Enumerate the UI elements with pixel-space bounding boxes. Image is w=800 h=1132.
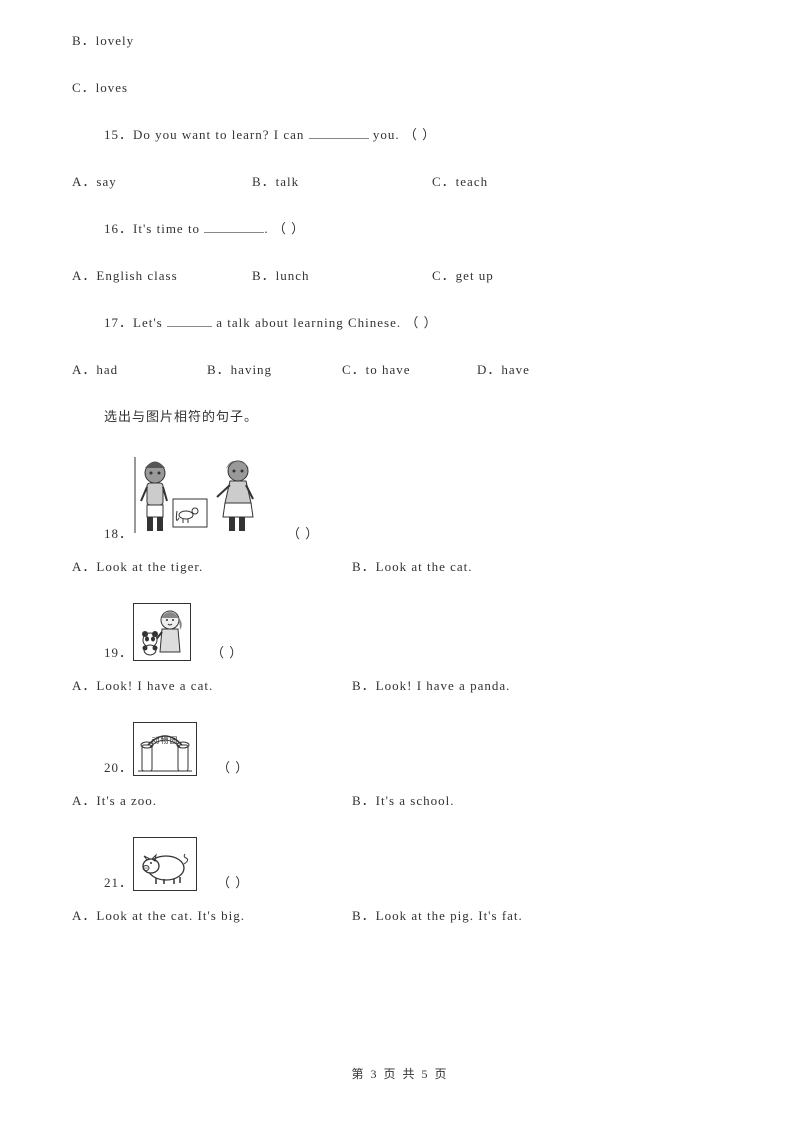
q17-options: A．had B．having C．to have D．have xyxy=(72,359,728,378)
q18-num: 18． xyxy=(72,523,133,542)
q16-text-post: . （ ） xyxy=(264,221,305,236)
q19-opt-b: B．Look! I have a panda. xyxy=(352,675,510,694)
q20-bracket: （ ） xyxy=(217,757,249,776)
q17-opt-b: B．having xyxy=(207,359,342,378)
question-21: 21． （ ） xyxy=(72,837,728,891)
q16-options: A．English class B．lunch C．get up xyxy=(72,265,728,284)
question-17: 17．Let's a talk about learning Chinese. … xyxy=(72,312,728,331)
q15-opt-c: C．teach xyxy=(432,171,488,190)
question-19: 19． （ ） xyxy=(72,603,728,661)
q18-opt-b: B．Look at the cat. xyxy=(352,556,473,575)
q20-num: 20． xyxy=(72,757,133,776)
q18-opt-a: A．Look at the tiger. xyxy=(72,556,352,575)
q15-text-post: you. （ ） xyxy=(369,127,437,142)
q21-opt-a: A．Look at the cat. It's big. xyxy=(72,905,352,924)
q21-opt-b: B．Look at the pig. It's fat. xyxy=(352,905,523,924)
question-20: 20． 动物园 （ ） xyxy=(72,722,728,776)
svg-text:动物园: 动物园 xyxy=(152,735,179,745)
q18-image xyxy=(133,453,273,542)
q17-opt-c: C．to have xyxy=(342,359,477,378)
q17-opt-a: A．had xyxy=(72,359,207,378)
page-footer: 第 3 页 共 5 页 xyxy=(0,1065,800,1082)
page-content: B．lovely C．loves 15．Do you want to learn… xyxy=(0,0,800,924)
q15-options: A．say B．talk C．teach xyxy=(72,171,728,190)
option-c: C．loves xyxy=(72,77,728,96)
q20-opt-b: B．It's a school. xyxy=(352,790,454,809)
q15-opt-b: B．talk xyxy=(252,171,432,190)
section-heading: 选出与图片相符的句子。 xyxy=(72,406,728,425)
q18-options: A．Look at the tiger. B．Look at the cat. xyxy=(72,556,728,575)
q19-num: 19． xyxy=(72,642,133,661)
q16-opt-b: B．lunch xyxy=(252,265,432,284)
q20-opt-a: A．It's a zoo. xyxy=(72,790,352,809)
q16-text-pre: 16．It's time to xyxy=(104,221,204,236)
option-b: B．lovely xyxy=(72,30,728,49)
q16-opt-a: A．English class xyxy=(72,265,252,284)
q19-image xyxy=(133,603,191,661)
q21-num: 21． xyxy=(72,872,133,891)
q19-opt-a: A．Look! I have a cat. xyxy=(72,675,352,694)
question-16: 16．It's time to . （ ） xyxy=(72,218,728,237)
q18-bracket: （ ） xyxy=(287,523,319,542)
q21-image xyxy=(133,837,197,891)
q15-opt-a: A．say xyxy=(72,171,252,190)
question-15: 15．Do you want to learn? I can you. （ ） xyxy=(72,124,728,143)
q20-options: A．It's a zoo. B．It's a school. xyxy=(72,790,728,809)
q17-text-post: a talk about learning Chinese. （ ） xyxy=(212,315,438,330)
q19-options: A．Look! I have a cat. B．Look! I have a p… xyxy=(72,675,728,694)
question-18: 18． xyxy=(72,453,728,542)
q21-options: A．Look at the cat. It's big. B．Look at t… xyxy=(72,905,728,924)
q20-image: 动物园 xyxy=(133,722,197,776)
q21-bracket: （ ） xyxy=(217,872,249,891)
q17-text-pre: 17．Let's xyxy=(104,315,167,330)
q15-text-pre: 15．Do you want to learn? I can xyxy=(104,127,309,142)
q19-bracket: （ ） xyxy=(211,642,243,661)
q16-opt-c: C．get up xyxy=(432,265,494,284)
q17-opt-d: D．have xyxy=(477,359,530,378)
